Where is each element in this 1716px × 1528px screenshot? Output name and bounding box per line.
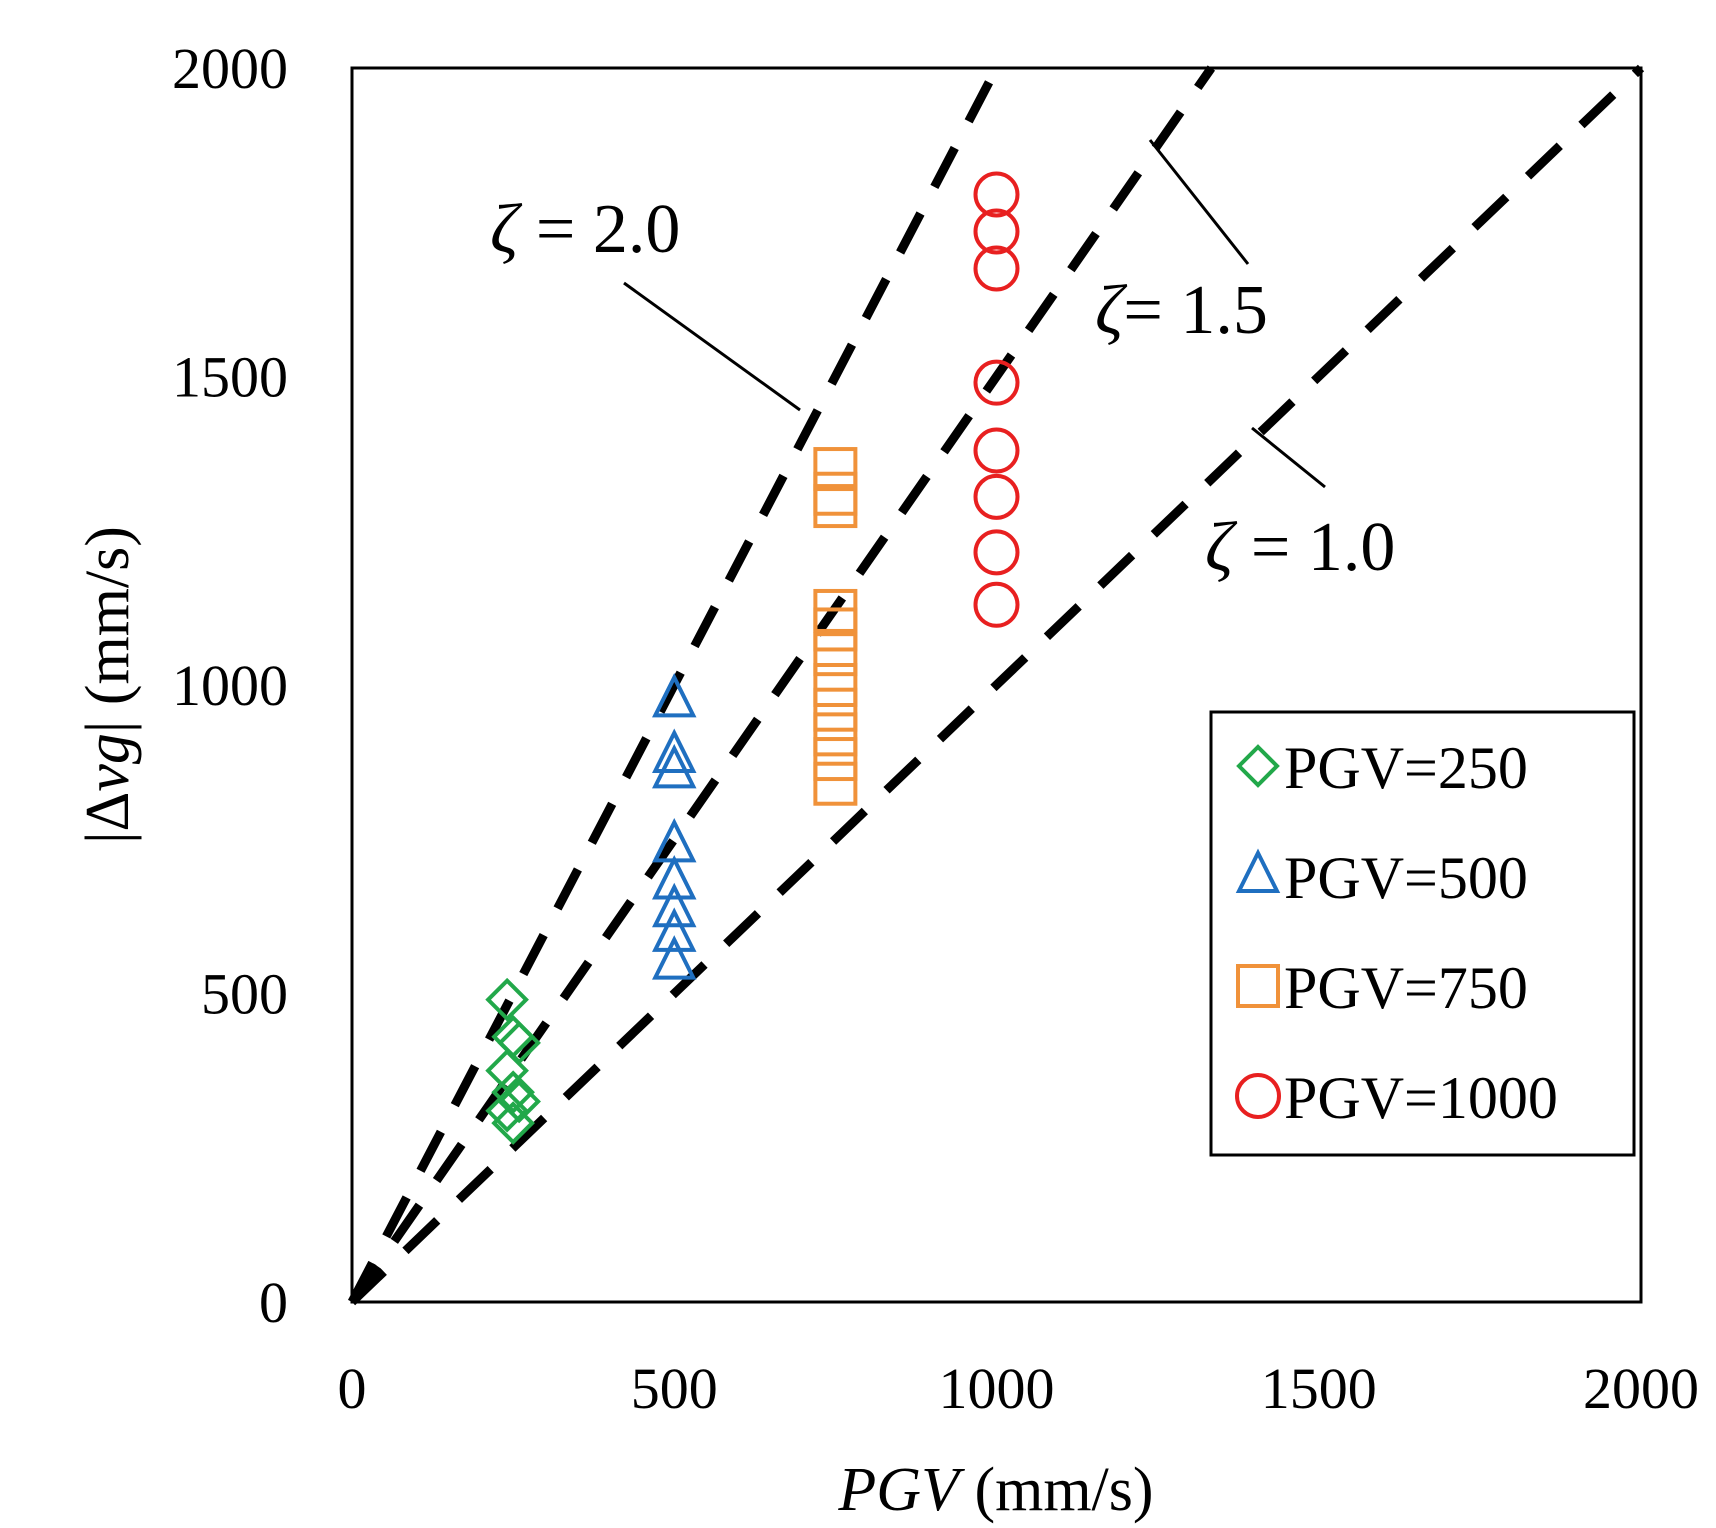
legend-frame <box>1209 710 1636 1157</box>
point-PGV=1000-2 <box>973 245 1020 292</box>
legend-label-PGV=1000: PGV=1000 <box>1284 1065 1558 1131</box>
point-PGV=500-1 <box>652 728 697 773</box>
x-tick-label-2000: 2000 <box>1583 1356 1699 1421</box>
reference-line-zeta-1.5 <box>348 65 1216 1305</box>
legend-marker-PGV=250 <box>1236 744 1280 788</box>
point-PGV=750-6 <box>813 663 858 707</box>
point-PGV=750-2 <box>813 484 858 529</box>
x-tick-label-1000: 1000 <box>939 1356 1055 1421</box>
x-tick-label-500: 500 <box>631 1356 718 1421</box>
point-PGV=250-6 <box>485 1088 529 1133</box>
point-PGV=500-4 <box>652 854 697 900</box>
point-PGV=1000-0 <box>973 171 1020 218</box>
leader-line-zeta-1.0 <box>1251 426 1326 489</box>
point-PGV=750-5 <box>813 632 858 677</box>
point-PGV=250-4 <box>491 1070 535 1115</box>
point-PGV=500-7 <box>652 935 697 980</box>
point-PGV=1000-5 <box>973 473 1020 520</box>
y-tick-label-0: 0 <box>259 1270 288 1335</box>
leader-line-zeta-2.0 <box>623 281 801 412</box>
legend: PGV=250 PGV=500 PGV=750 PGV=1000 <box>1209 710 1636 1157</box>
point-PGV=500-0 <box>652 672 697 718</box>
leader-line-zeta-1.5 <box>1148 139 1250 265</box>
point-PGV=750-7 <box>813 687 858 732</box>
x-axis-title: PGV (mm/s) <box>837 1456 1153 1524</box>
y-tick-label-1000: 1000 <box>172 653 288 718</box>
x-tick-label-1500: 1500 <box>1261 1356 1377 1421</box>
reference-label-zeta-1.0: ζ = 1.0 <box>1205 509 1395 586</box>
data-points <box>485 171 1020 1145</box>
point-PGV=750-0 <box>813 447 858 492</box>
x-tick-label-0: 0 <box>338 1356 367 1421</box>
legend-marker-PGV=750 <box>1236 964 1280 1008</box>
y-tick-label-1500: 1500 <box>172 345 288 410</box>
point-PGV=1000-6 <box>973 529 1020 576</box>
y-axis-title: |Δvg| (mm/s) <box>74 526 142 844</box>
point-PGV=750-4 <box>813 607 858 652</box>
point-PGV=1000-1 <box>973 208 1020 255</box>
point-PGV=1000-7 <box>973 581 1020 628</box>
reference-line-zeta-1.0 <box>348 64 1645 1306</box>
point-PGV=750-1 <box>813 471 858 516</box>
point-PGV=1000-3 <box>973 359 1020 406</box>
legend-label-PGV=500: PGV=500 <box>1284 845 1528 911</box>
legend-label-PGV=750: PGV=750 <box>1284 955 1528 1021</box>
legend-label-PGV=250: PGV=250 <box>1284 735 1528 801</box>
reference-lines <box>348 64 1645 1306</box>
point-PGV=750-9 <box>813 737 858 782</box>
x-tick-labels: 0 500 1000 1500 2000 <box>338 1356 1700 1421</box>
point-PGV=500-6 <box>652 907 697 952</box>
point-PGV=250-7 <box>491 1101 535 1145</box>
point-PGV=750-10 <box>813 761 858 806</box>
reference-line-labels: ζ = 2.0 ζ= 1.5 ζ = 1.0 <box>490 139 1395 586</box>
point-PGV=500-5 <box>652 882 697 928</box>
reference-line-zeta-2.0 <box>348 65 1001 1305</box>
plot-area-frame <box>350 66 1643 1304</box>
point-PGV=1000-4 <box>973 427 1020 474</box>
point-PGV=500-2 <box>652 743 697 789</box>
y-tick-label-500: 500 <box>201 962 288 1027</box>
legend-marker-PGV=1000 <box>1235 1073 1281 1119</box>
reference-label-zeta-1.5: ζ= 1.5 <box>1095 272 1268 349</box>
point-PGV=250-0 <box>485 977 529 1022</box>
reference-label-zeta-2.0: ζ = 2.0 <box>490 191 680 268</box>
y-tick-label-2000: 2000 <box>172 36 288 101</box>
y-tick-labels: 0 500 1000 1500 2000 <box>172 36 288 1335</box>
legend-marker-PGV=500 <box>1235 848 1281 893</box>
point-PGV=750-8 <box>813 712 858 757</box>
